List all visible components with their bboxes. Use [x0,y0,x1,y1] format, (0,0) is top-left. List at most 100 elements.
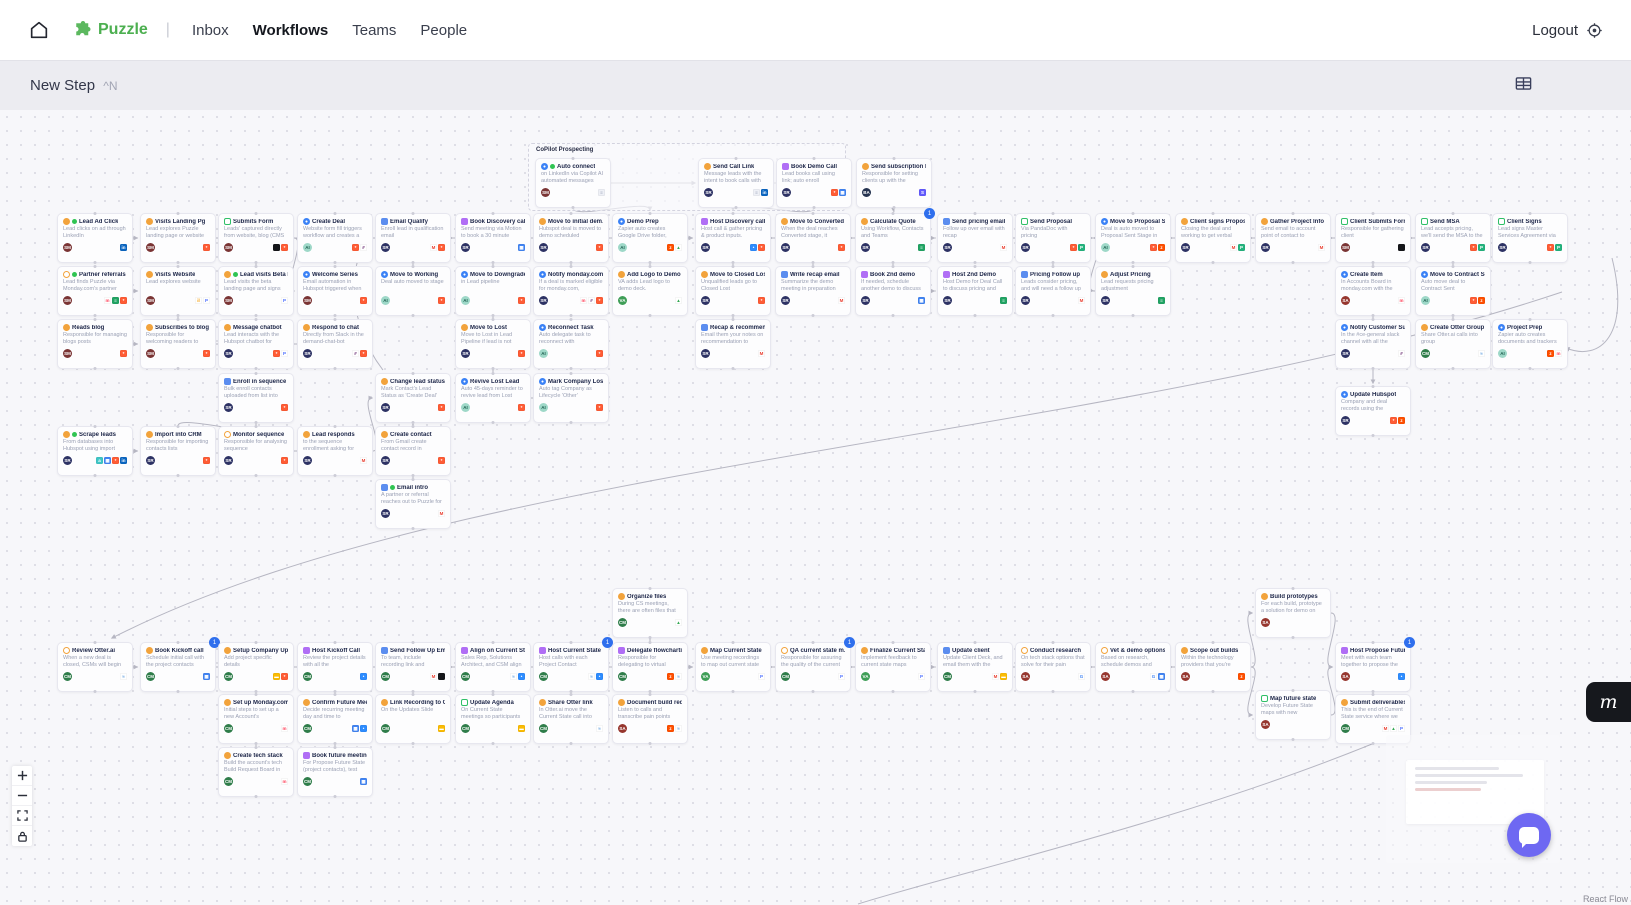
workflow-node[interactable]: Adjust Pricing Lead requests pricing adju… [1095,266,1171,316]
home-icon[interactable] [28,19,50,41]
workflow-node[interactable]: Create tech stack Build the account's tec… [218,747,294,797]
workflow-node[interactable]: Finalize Current Sta…Implement feedback … [855,642,931,692]
workflow-node[interactable]: Host 2nd Demo Host Demo for Deal Call to … [937,266,1013,316]
lock-interactivity-button[interactable] [12,826,32,846]
workflow-node[interactable]: Send Follow Up EmailTo team, include rec… [375,642,451,692]
workflow-node[interactable]: Update client Update Client Deck, and ema… [937,642,1013,692]
workflow-node[interactable]: Move to Converted When the deal reaches C… [775,213,851,263]
workflow-node[interactable]: Respond to chat Directly from Slack in th… [297,319,373,369]
workflow-node[interactable]: Set up Monday.com Initial steps to set up… [218,694,294,744]
workflow-node[interactable]: 1 Host Current State … Host calls with eac… [533,637,613,692]
brand[interactable]: Puzzle [74,21,148,39]
workflow-node[interactable]: Pricing Follow up Leads consider pricing,… [1015,266,1091,316]
workflow-node[interactable]: Map future state Develop Future State map… [1255,690,1331,740]
workflow-node[interactable]: Message chatbot Lead interacts with the H… [218,319,294,369]
workflow-node[interactable]: Move to Downgrade in Lead pipeline AI * [455,266,531,316]
workflow-node[interactable]: Auto connect on LinkedIn via Copilot AI a… [535,158,611,208]
nav-link-workflows[interactable]: Workflows [252,21,329,39]
workflow-node[interactable]: Client Signs Lead signs Master Services A… [1492,213,1568,263]
new-step-button[interactable]: New Step ^N [30,77,118,94]
workflow-node[interactable]: Share Otter link In Otter.ai move the Cur… [533,694,609,744]
workflow-node[interactable]: Link Recording to Cl…On the Updates Slid… [375,694,451,744]
workflow-node[interactable]: Create contact From Gmail create contact … [375,426,451,476]
zoom-in-button[interactable] [12,766,32,786]
workflow-node[interactable]: Scrape leads From databases into Hubspot … [57,426,133,476]
workflow-node[interactable]: Mark Company Lost Auto tag Company as Lif… [533,373,609,423]
workflow-canvas[interactable]: m React Flow CoPilot Prospecting Auto con… [0,110,1631,905]
nav-link-inbox[interactable]: Inbox [191,21,229,39]
workflow-node[interactable]: Demo Prep Zapier auto creates Google Driv… [612,213,688,263]
workflow-node[interactable]: Delegate flowcharti… Responsible for dele… [612,642,688,692]
workflow-node[interactable]: Notify Customer Su…In the #ce-general sl… [1335,319,1411,369]
workflow-node[interactable]: Create Item In Accounts Board in monday.c… [1335,266,1411,316]
workflow-node[interactable]: Partner referrals Lead finds Puzzle via M… [57,266,133,316]
workflow-node[interactable]: Recap & recommend Email them your notes o… [695,319,771,369]
workflow-node[interactable]: Move to Lost Move to Lost in Lead Pipelin… [455,319,531,369]
workflow-node[interactable]: Move to Working Deal auto moved to stage A… [375,266,451,316]
workflow-node[interactable]: Move to Closed Lost Unqualified leads go … [695,266,771,316]
workflow-node[interactable]: Client signs ProposalClosing the deal an… [1175,213,1251,263]
workflow-node[interactable]: Write recap email Summarize the demo meet… [775,266,851,316]
workflow-node[interactable]: Monitor sequence Responsible for analysin… [218,426,294,476]
workflow-node[interactable]: Gather Project Info Send email to account… [1255,213,1331,263]
workflow-node[interactable]: Send Proposal Via PandaDoc with pricing SR… [1015,213,1091,263]
workflow-node[interactable]: Notify monday.com If a deal is marked eli… [533,266,609,316]
workflow-node[interactable]: Visits Landing Pg Lead explores Puzzle la… [140,213,216,263]
workflow-node[interactable]: Project Prep Zapier auto creates document… [1492,319,1568,369]
workflow-node[interactable]: Welcome Series Email automation in Hubspo… [297,266,373,316]
workflow-node[interactable]: Enroll in sequence Bulk enroll contacts u… [218,373,294,423]
workflow-node[interactable]: Book Discovery call Send meeting via Moti… [455,213,531,263]
workflow-node[interactable]: Update Agenda On Current State meetings s… [455,694,531,744]
workflow-node[interactable]: Review Otter.ai When a new deal is closed… [57,642,133,692]
fit-view-button[interactable] [12,806,32,826]
workflow-node[interactable]: 1 QA current state m… Responsible for assu… [775,637,855,692]
workflow-node[interactable]: Send pricing email Follow up over email w… [937,213,1013,263]
workflow-node[interactable]: Organize files During CS meetings, there … [612,588,688,638]
workflow-node[interactable]: Lead visits Beta l…Lead visits the beta … [218,266,294,316]
workflow-node[interactable]: Book future meetingsFor Propose Future S… [297,747,373,797]
workflow-node[interactable]: Create Deal Website form fill triggers wo… [297,213,373,263]
workflow-node[interactable]: Book Demo Call Lead books call using link… [776,158,852,208]
workflow-node[interactable]: Document build reqs Listen to calls and t… [612,694,688,744]
workflow-node[interactable]: Build prototypes For each build, prototyp… [1255,588,1331,638]
workflow-node[interactable]: Client Submits Form Responsible for gathe… [1335,213,1411,263]
workflow-node[interactable]: Vet & demo options Based on research, sch… [1095,642,1171,692]
workflow-node[interactable]: Host Discovery call Host call & gather pr… [695,213,771,263]
settings-gear-icon[interactable] [1586,22,1603,39]
chat-launcher-button[interactable] [1507,813,1551,857]
workflow-node[interactable]: 1 Book Kickoff call Schedule initial call … [140,637,220,692]
workflow-node[interactable]: Conduct research On tech stack options th… [1015,642,1091,692]
workflow-node[interactable]: Update Hubspot Company and deal records u… [1335,386,1411,436]
workflow-node[interactable]: Send subscription li…Responsible for set… [856,158,932,208]
workflow-node[interactable]: Add Logo to Demo D…VA adds Lead logo to … [612,266,688,316]
workflow-node[interactable]: Import into CRM Responsible for importing… [140,426,216,476]
workflow-node[interactable]: Scope out builds Within the technology pr… [1175,642,1251,692]
workflow-node[interactable]: Send MSA Lead accepts pricing, we'll send… [1415,213,1491,263]
workflow-node[interactable]: Reconnect Task Auto delegate task to reco… [533,319,609,369]
workflow-node[interactable]: Move to Contract Se…Auto move deal to Co… [1415,266,1491,316]
workflow-node[interactable]: Email Qualify Enroll lead in qualificatio… [375,213,451,263]
workflow-node[interactable]: Email intro A partner or referral reaches… [375,479,451,529]
workflow-node[interactable]: Lead responds to the sequence enrollment … [297,426,373,476]
table-view-icon[interactable] [1514,74,1533,98]
workflow-node[interactable]: Subscribes to blog Responsible for welcom… [140,319,216,369]
workflow-node[interactable]: Lead Ad Click Lead clicks on ad through L… [57,213,133,263]
zoom-out-button[interactable] [12,786,32,806]
nav-link-teams[interactable]: Teams [352,21,397,39]
workflow-node[interactable]: Align on Current Sta…Sales Rep, Solution… [455,642,531,692]
workflow-node[interactable]: Move to Proposal Se…Deal is auto moved t… [1095,213,1171,263]
workflow-node[interactable]: Visits Website Lead explores website SM il P [140,266,216,316]
workflow-node[interactable]: Change lead status Mark Contact's Lead St… [375,373,451,423]
workflow-node[interactable]: Revive Lost Lead Auto 45-days reminder to… [455,373,531,423]
workflow-node[interactable]: Create Otter Group Share Otter.ai calls i… [1415,319,1491,369]
workflow-node[interactable]: Submits Form Leads' captured directly fro… [218,213,294,263]
workflow-node[interactable]: Book 2nd demo If needed, schedule another… [855,266,931,316]
workflow-node[interactable]: 1 Calculate Quote Using Workflow, Contacts… [855,208,935,263]
workflow-node[interactable]: Move to initial dem… Hubspot deal is move… [533,213,609,263]
workflow-node[interactable]: Send Call Link Message leads with the int… [698,158,774,208]
workflow-node[interactable]: Reads blog Responsible for managing blogs… [57,319,133,369]
workflow-node[interactable]: Confirm Future Mee…Decide recurring meet… [297,694,373,744]
workflow-node[interactable]: Setup Company Up…Add project specific de… [218,642,294,692]
workflow-node[interactable]: Host Kickoff Call Review the project deta… [297,642,373,692]
